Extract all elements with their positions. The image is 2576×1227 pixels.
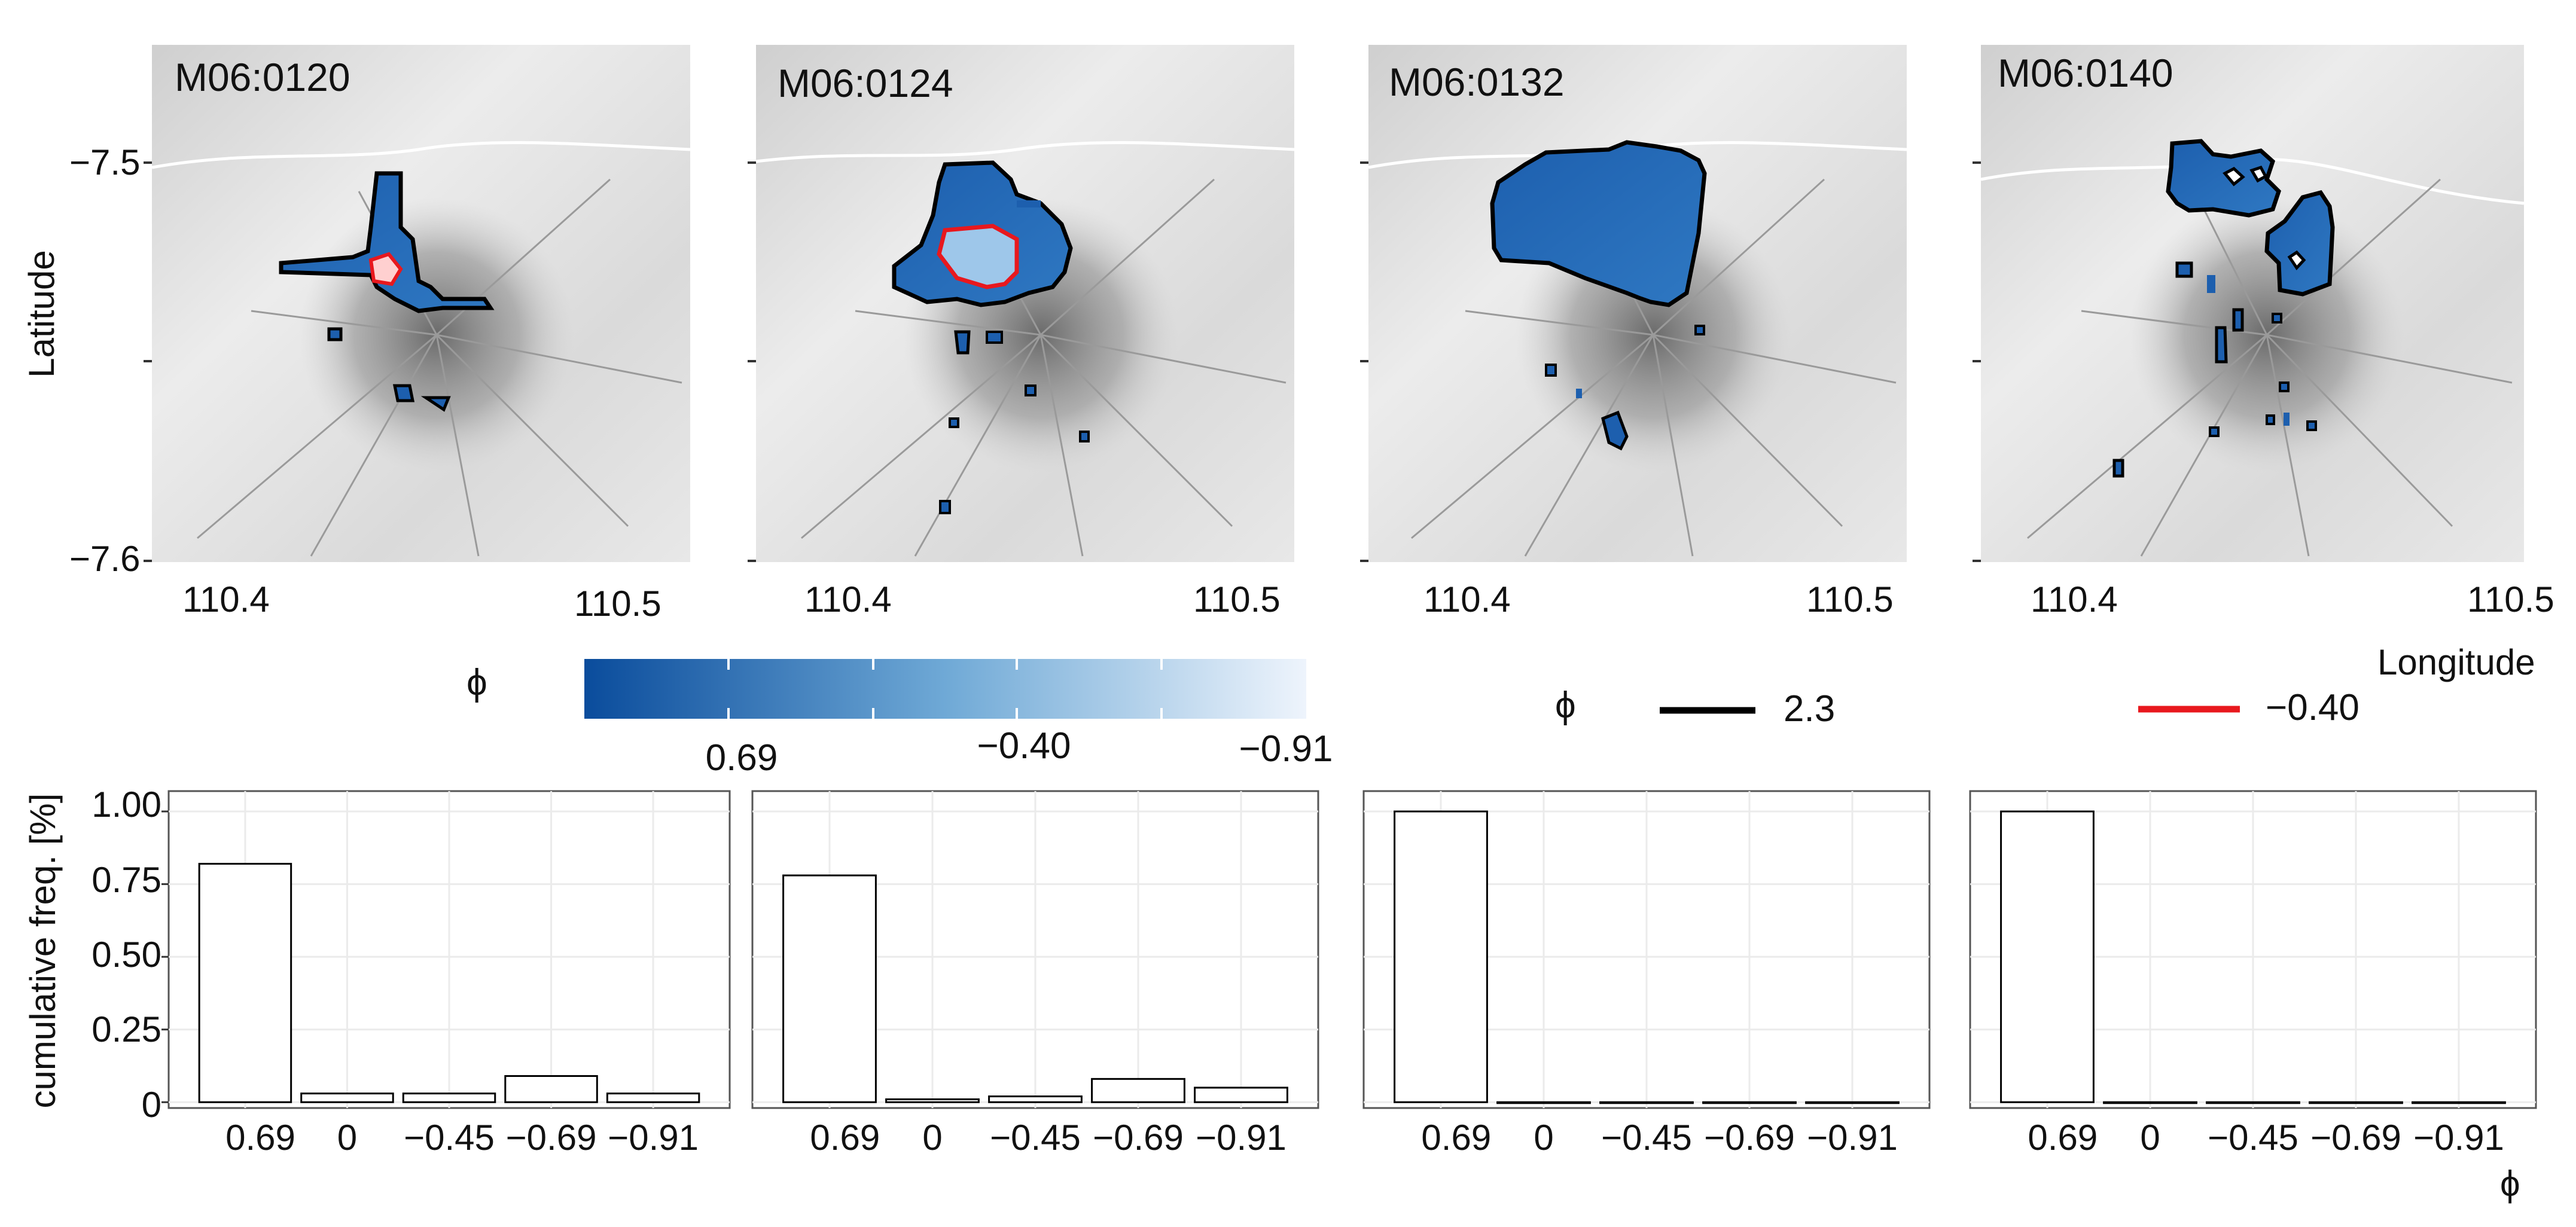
bar-panel-1: 0.69 0 −0.45 −0.69 −0.91	[161, 790, 731, 1158]
x-tick-label: 110.4	[1423, 579, 1511, 619]
colorbar-label: −0.91	[1239, 728, 1333, 770]
high-phi-region	[2166, 139, 2282, 218]
ridge-lines	[801, 178, 1287, 557]
fill-legend-title: ϕ	[467, 662, 487, 703]
fill-legend: ϕ 0.69 −0.40 −0.91	[467, 659, 1333, 779]
river-line	[755, 141, 1295, 163]
x-tick-label: −0.45	[404, 1118, 495, 1158]
x-tick-label: 0.69	[810, 1118, 880, 1158]
x-tick-label: −0.69	[2310, 1118, 2401, 1158]
x-tick-label: 0	[922, 1118, 942, 1158]
x-tick-label: −0.45	[990, 1118, 1081, 1158]
x-tick-label: −0.91	[2413, 1118, 2504, 1158]
line-legend: ϕ 2.3 −0.40	[1555, 685, 2359, 730]
x-tick-label: −0.69	[1093, 1118, 1184, 1158]
bar-panel-4: 0.69 0 −0.45 −0.69 −0.91	[1969, 790, 2537, 1158]
bar	[606, 1092, 700, 1103]
colorbar-label: −0.40	[977, 725, 1071, 767]
low-phi-contour	[937, 224, 1019, 289]
bar	[1599, 1101, 1694, 1104]
bar-x-axis-title: ϕ	[2500, 1164, 2520, 1204]
bar-y-axis-title: cumulative freq. [%]	[23, 793, 63, 1109]
y-tick-label: 0	[142, 1085, 161, 1125]
line-legend-low-label: −0.40	[2266, 687, 2359, 728]
bar	[300, 1092, 394, 1103]
high-phi-region	[279, 171, 495, 313]
x-tick-label: −0.91	[608, 1118, 699, 1158]
x-tick-label: 0.69	[2028, 1118, 2098, 1158]
bar	[198, 863, 292, 1103]
low-phi-contour	[368, 252, 403, 286]
x-tick-label: −0.91	[1807, 1118, 1898, 1158]
high-phi-region	[2264, 190, 2335, 297]
map-y-axis-title: Latitude	[22, 250, 62, 378]
bar	[2206, 1101, 2300, 1104]
x-tick-label: 110.4	[804, 579, 892, 619]
x-tick-label: 0	[2140, 1118, 2160, 1158]
x-tick-label: −0.45	[2208, 1118, 2298, 1158]
colorbar-ticks	[727, 659, 1163, 719]
map-title: M06:0120	[175, 55, 350, 99]
map-x-axis-title: Longitude	[2377, 642, 2535, 682]
x-tick-label: 110.5	[2467, 579, 2554, 619]
bar	[402, 1092, 496, 1103]
bar	[1702, 1101, 1797, 1104]
x-tick-label: 110.4	[2031, 579, 2118, 619]
bar	[504, 1075, 598, 1103]
bar	[1194, 1086, 1288, 1103]
x-tick-label: 110.5	[1806, 579, 1894, 619]
y-tick-label: 0.50	[92, 935, 161, 975]
y-tick-label: −7.6	[69, 539, 140, 579]
map-panel-3: M06:0132 110.4 110.5	[1360, 45, 1907, 619]
bar	[1496, 1101, 1591, 1104]
colorbar-label: 0.69	[706, 737, 778, 779]
x-tick-label: 110.5	[574, 584, 661, 624]
bar	[885, 1098, 980, 1103]
line-legend-high-label: 2.3	[1784, 688, 1835, 730]
x-tick-label: 0.69	[1421, 1118, 1491, 1158]
x-tick-label: 0.69	[225, 1118, 295, 1158]
bar	[782, 874, 877, 1103]
colorbar	[584, 659, 1306, 719]
map-panel-4: M06:0140 110.4 110.5	[1973, 45, 2554, 619]
bar-panel-2: 0.69 0 −0.45 −0.69 −0.91	[751, 790, 1319, 1158]
map-panel-2: M06:0124 110.4 110.5	[748, 45, 1295, 619]
bar	[1394, 810, 1488, 1103]
high-phi-region	[1490, 140, 1707, 307]
river-line	[151, 141, 691, 169]
map-panel-1: M06:0120 −7.5 −7.6 110.4 110.5	[69, 45, 691, 624]
line-legend-title: ϕ	[1555, 685, 1576, 726]
bar	[2000, 810, 2095, 1103]
x-tick-label: −0.45	[1601, 1118, 1692, 1158]
x-tick-label: 110.5	[1193, 579, 1281, 619]
bar	[2412, 1101, 2506, 1104]
y-tick-label: −7.5	[69, 142, 140, 182]
map-title: M06:0132	[1389, 60, 1565, 104]
bar	[1805, 1101, 1900, 1104]
bar	[988, 1095, 1083, 1103]
y-tick-label: 0.75	[92, 860, 161, 900]
map-title: M06:0124	[778, 61, 953, 105]
x-tick-label: −0.69	[506, 1118, 597, 1158]
bar	[1091, 1078, 1185, 1103]
bar-panel-3: 0.69 0 −0.45 −0.69 −0.91	[1362, 790, 1931, 1158]
bar	[2103, 1101, 2197, 1104]
x-tick-label: −0.91	[1196, 1118, 1287, 1158]
x-tick-label: 0	[337, 1118, 357, 1158]
x-tick-label: 0	[1534, 1118, 1553, 1158]
x-tick-label: 110.4	[182, 579, 270, 619]
y-tick-label: 1.00	[92, 785, 161, 825]
x-tick-label: −0.69	[1704, 1118, 1795, 1158]
ridge-lines	[2027, 178, 2513, 557]
y-tick-label: 0.25	[92, 1009, 161, 1049]
bar	[2309, 1101, 2403, 1104]
map-title: M06:0140	[1998, 51, 2173, 95]
